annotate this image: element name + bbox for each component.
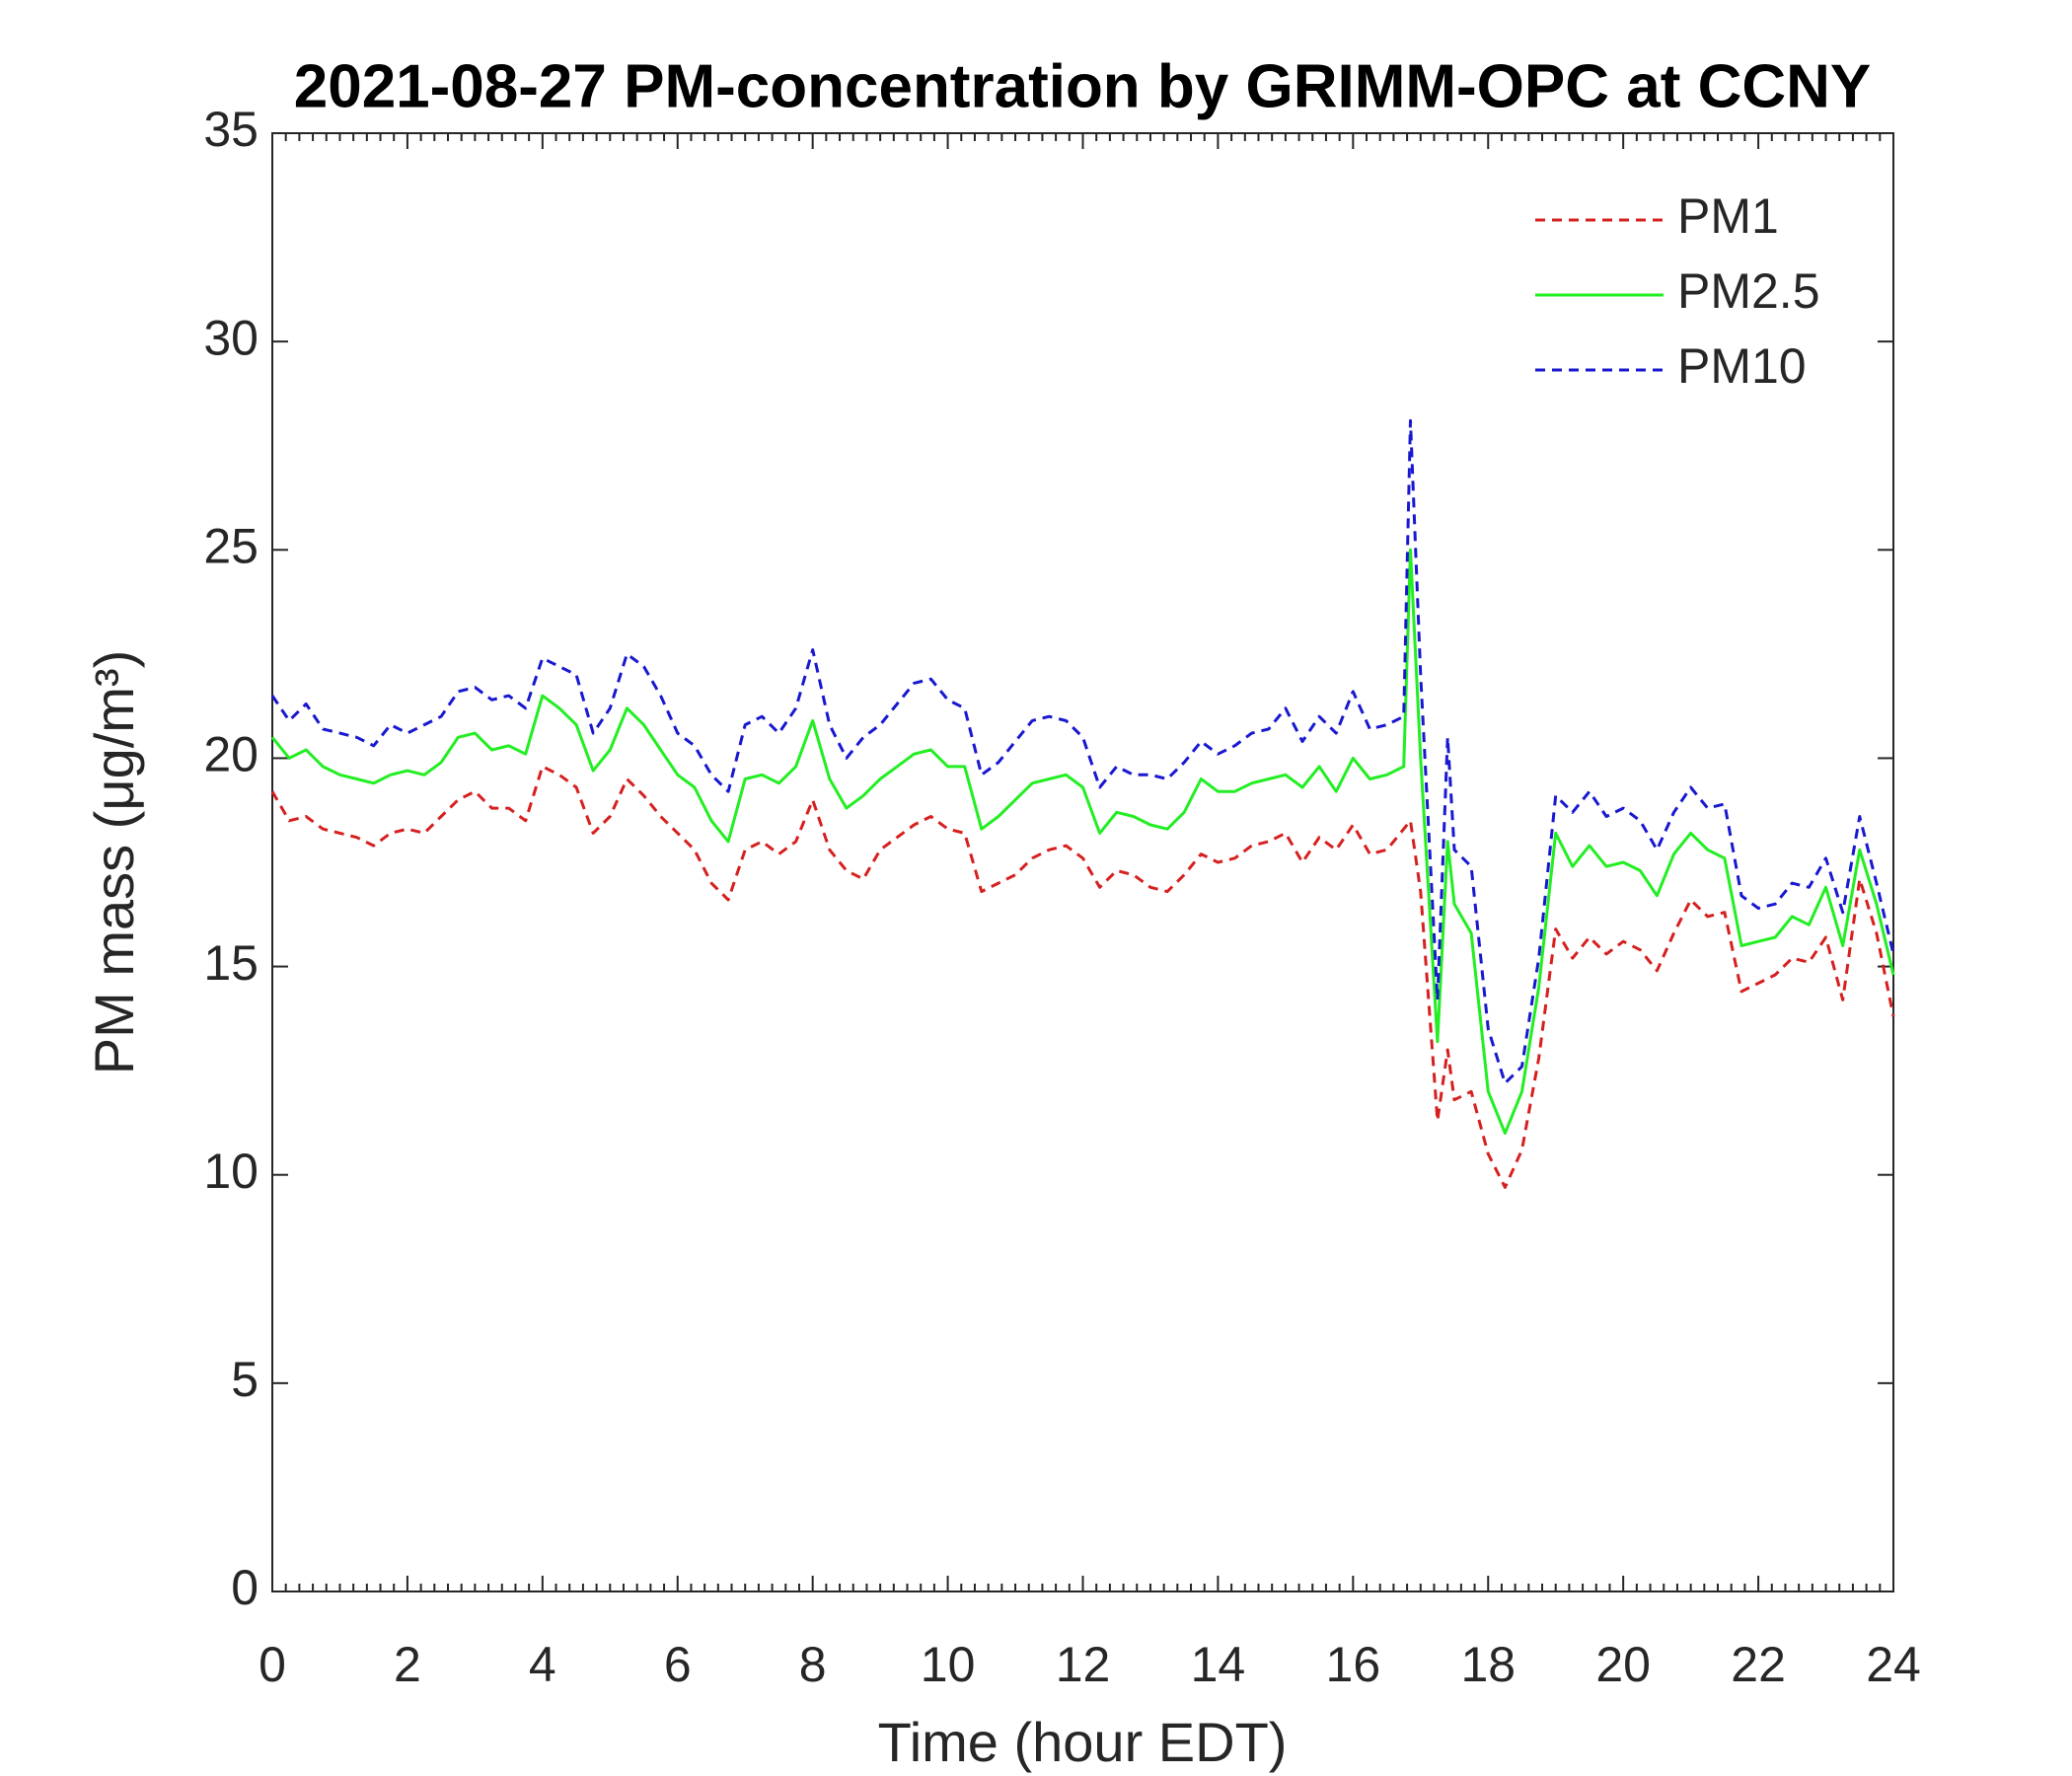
y-tick-label: 30 xyxy=(203,310,259,365)
x-tick-label: 16 xyxy=(1326,1637,1381,1692)
y-tick-label: 0 xyxy=(231,1560,259,1615)
x-axis-label: Time (hour EDT) xyxy=(878,1711,1288,1773)
x-tick-label: 6 xyxy=(664,1637,692,1692)
chart-title: 2021-08-27 PM-concentration by GRIMM-OPC… xyxy=(294,52,1872,120)
x-tick-label: 14 xyxy=(1191,1637,1246,1692)
legend-label: PM10 xyxy=(1677,338,1807,394)
x-tick-label: 12 xyxy=(1056,1637,1111,1692)
x-tick-label: 2 xyxy=(394,1637,421,1692)
series-line xyxy=(270,765,1895,1189)
legend-label: PM1 xyxy=(1677,188,1779,244)
x-tick-label: 20 xyxy=(1595,1637,1651,1692)
y-tick-label: 25 xyxy=(203,518,259,573)
x-tick-label: 8 xyxy=(799,1637,827,1692)
series-line xyxy=(270,548,1895,1135)
series-line xyxy=(270,418,1895,1085)
x-tick-label: 4 xyxy=(529,1637,556,1692)
y-tick-label: 5 xyxy=(231,1352,259,1407)
y-axis-label: PM mass (μg/m³) xyxy=(83,650,145,1074)
x-tick-label: 24 xyxy=(1866,1637,1921,1692)
x-tick-label: 22 xyxy=(1731,1637,1786,1692)
y-tick-label: 15 xyxy=(203,935,259,991)
y-tick-label: 10 xyxy=(203,1144,259,1199)
x-tick-label: 10 xyxy=(921,1637,976,1692)
x-tick-label: 18 xyxy=(1460,1637,1516,1692)
y-tick-label: 20 xyxy=(203,727,259,782)
y-tick-label: 35 xyxy=(203,102,259,157)
plot-frame xyxy=(271,132,1894,1592)
legend-label: PM2.5 xyxy=(1677,263,1820,319)
x-tick-label: 0 xyxy=(259,1637,286,1692)
